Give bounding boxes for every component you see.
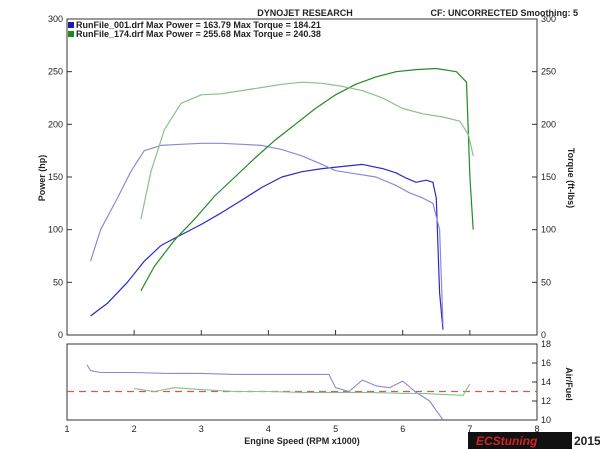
x-tick-label: 7	[467, 424, 472, 434]
afr-tick-label: 18	[541, 339, 551, 349]
brand-year: 2015	[574, 434, 600, 448]
afr-line-runfile174drf	[134, 383, 471, 396]
y2-tick-label: 150	[541, 172, 556, 182]
y2-tick-label: 100	[541, 225, 556, 235]
y2-tick-label: 200	[541, 119, 556, 129]
y-tick-label: 300	[48, 14, 63, 24]
y-tick-label: 250	[48, 67, 63, 77]
series-line-runfile001drf-torque	[89, 142, 444, 325]
x-tick-label: 5	[333, 424, 338, 434]
chart-info: CF: UNCORRECTED Smoothing: 5	[431, 8, 579, 18]
afr-axis-label: Air/Fuel	[564, 367, 574, 401]
afr-tick-label: 16	[541, 358, 551, 368]
afr-tick-label: 14	[541, 377, 551, 387]
legend-swatch-run174	[68, 31, 74, 37]
y-tick-label: 50	[53, 277, 63, 287]
ecs-tuning-logo: ECStuning 2015	[468, 432, 600, 449]
y-tick-label: 100	[48, 225, 63, 235]
brand-name: ECStuning	[476, 434, 538, 448]
series-line-runfile001drf-power	[90, 163, 444, 330]
main-y-ticks: 0 0 50 50 100 100 150 150 200 200 250 250 300 300	[48, 14, 556, 340]
legend-run174: RunFile_174.drf Max Power = 255.68 Max T…	[76, 29, 321, 39]
x-tick-label: 6	[400, 424, 405, 434]
y-tick-label: 0	[58, 330, 63, 340]
main-series	[89, 67, 474, 330]
x-tick-label: 4	[266, 424, 271, 434]
afr-y-ticks: 10 12 14 16 18	[532, 339, 551, 425]
y2-tick-label: 300	[541, 14, 556, 24]
afr-tick-label: 12	[541, 396, 551, 406]
legend-run001: RunFile_001.drf Max Power = 163.79 Max T…	[76, 20, 321, 30]
y-axis-label: Power (hp)	[37, 155, 47, 202]
chart-title: DYNOJET RESEARCH	[257, 8, 353, 18]
y-tick-label: 150	[48, 172, 63, 182]
afr-tick-label: 10	[541, 415, 551, 425]
y2-tick-label: 0	[541, 330, 546, 340]
x-tick-label: 2	[132, 424, 137, 434]
y2-tick-label: 50	[541, 277, 551, 287]
x-axis-label: Engine Speed (RPM x1000)	[244, 436, 360, 446]
series-line-runfile174drf-torque	[140, 81, 474, 220]
x-tick-label: 3	[199, 424, 204, 434]
y-tick-label: 200	[48, 119, 63, 129]
main-plot-area	[66, 18, 538, 336]
afr-line-runfile001drf	[86, 364, 444, 421]
x-tick-label: 8	[534, 424, 539, 434]
series-line-runfile174drf-power	[140, 67, 474, 292]
afr-plot-area	[66, 343, 538, 421]
x-tick-label: 1	[64, 424, 69, 434]
bottom-x-ticks: 1 2 3 4 5 6 7 8	[64, 424, 539, 434]
afr-series	[67, 364, 537, 421]
legend-swatch-run001	[68, 22, 74, 28]
y2-tick-label: 250	[541, 67, 556, 77]
y2-axis-label: Torque (ft-lbs)	[566, 148, 576, 208]
